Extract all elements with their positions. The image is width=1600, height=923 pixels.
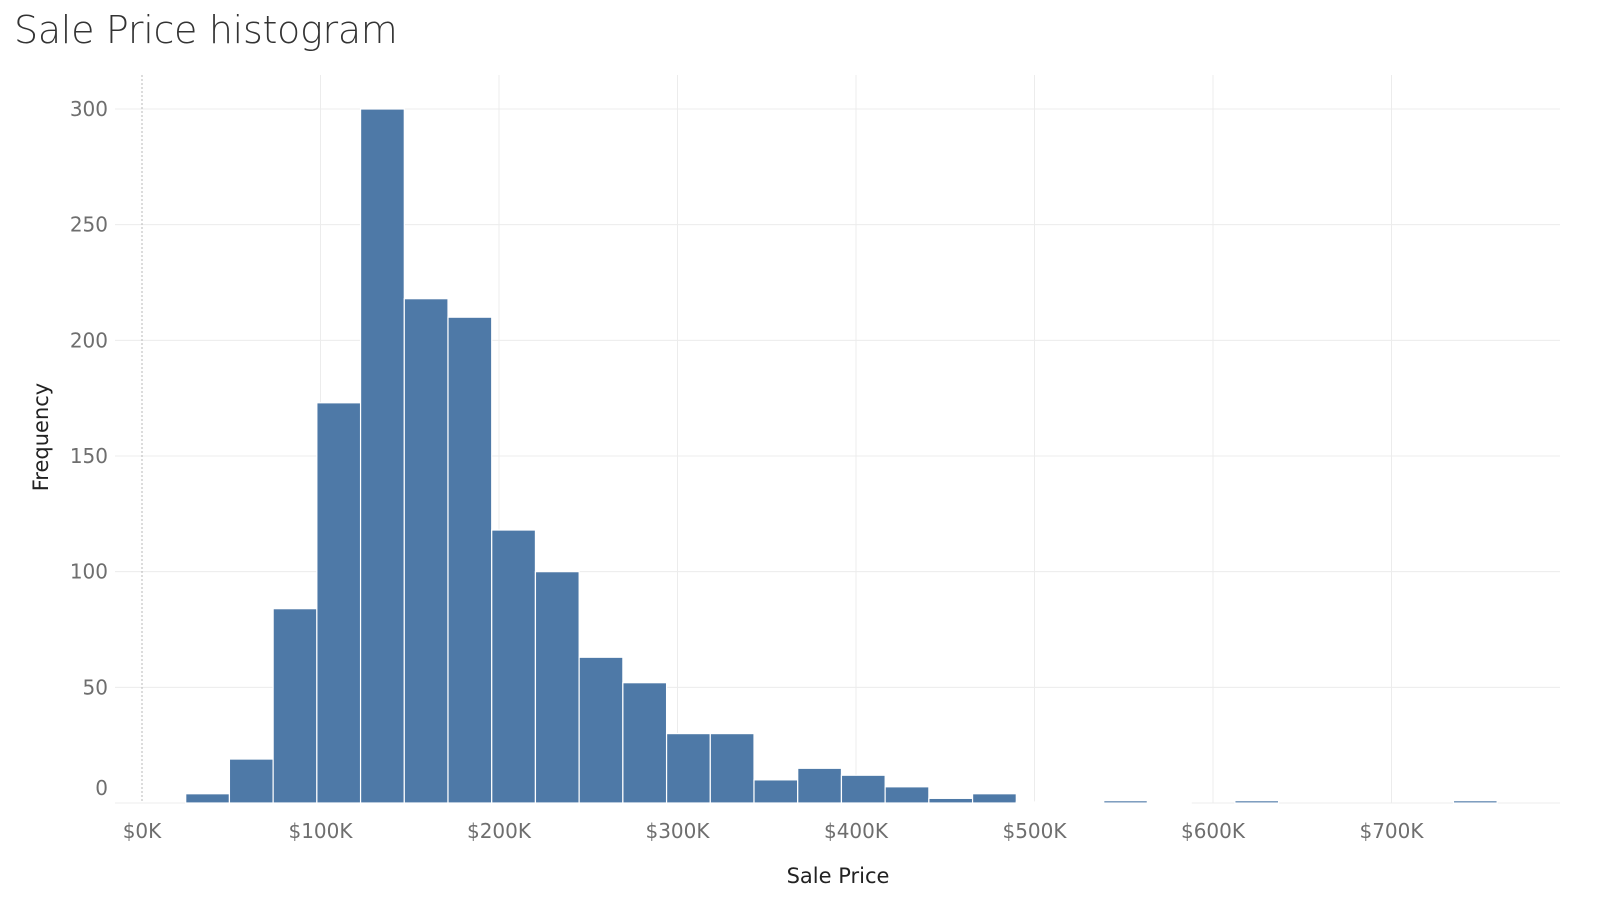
histogram-bar — [709, 732, 755, 804]
histogram-bar — [884, 786, 930, 804]
histogram-bar — [185, 793, 231, 804]
x-tick-label: $200K — [467, 819, 532, 843]
x-tick-label: $400K — [824, 819, 889, 843]
histogram-bar — [228, 758, 274, 804]
histogram-bar — [491, 529, 537, 804]
histogram-bar — [1234, 800, 1280, 804]
y-tick-label: 300 — [70, 97, 108, 121]
x-tick-label: $500K — [1002, 819, 1067, 843]
x-axis-title: Sale Price — [787, 864, 890, 888]
x-tick-label: $100K — [288, 819, 353, 843]
histogram-bar — [359, 108, 405, 804]
y-axis-title: Frequency — [29, 383, 53, 492]
x-axis-ticks: $0K $100K $200K $300K $400K $500K $600K $700K — [123, 819, 1425, 843]
y-tick-label: 50 — [83, 675, 108, 699]
histogram-bar — [665, 732, 711, 804]
histogram-bars — [185, 108, 1498, 804]
y-tick-label: 0 — [95, 776, 108, 800]
histogram-bar — [797, 767, 843, 804]
y-axis-ticks: 0 50 100 150 200 250 300 — [70, 97, 108, 800]
y-tick-label: 100 — [70, 560, 108, 584]
histogram-bar — [971, 793, 1017, 804]
histogram-bar — [928, 797, 974, 804]
histogram-bar — [1452, 800, 1498, 804]
y-tick-label: 200 — [70, 328, 108, 352]
histogram-bar — [534, 571, 580, 804]
histogram-bar — [1015, 801, 1061, 804]
x-tick-label: $300K — [645, 819, 710, 843]
histogram-bar — [578, 656, 624, 804]
histogram-bar — [1146, 801, 1192, 804]
histogram-bar — [1059, 801, 1105, 804]
x-tick-label: $700K — [1359, 819, 1424, 843]
histogram-bar — [753, 779, 799, 804]
y-tick-label: 250 — [70, 213, 108, 237]
histogram-bar — [1103, 800, 1149, 804]
histogram-bar — [622, 682, 668, 804]
histogram-bar — [840, 774, 886, 804]
y-tick-label: 150 — [70, 444, 108, 468]
x-tick-label: $600K — [1181, 819, 1246, 843]
histogram-bar — [316, 402, 362, 804]
histogram-bar — [403, 298, 449, 804]
histogram-bar — [272, 608, 318, 804]
x-tick-label: $0K — [123, 819, 162, 843]
histogram-bar — [447, 316, 493, 804]
chart-title: Sale Price histogram — [14, 8, 398, 52]
